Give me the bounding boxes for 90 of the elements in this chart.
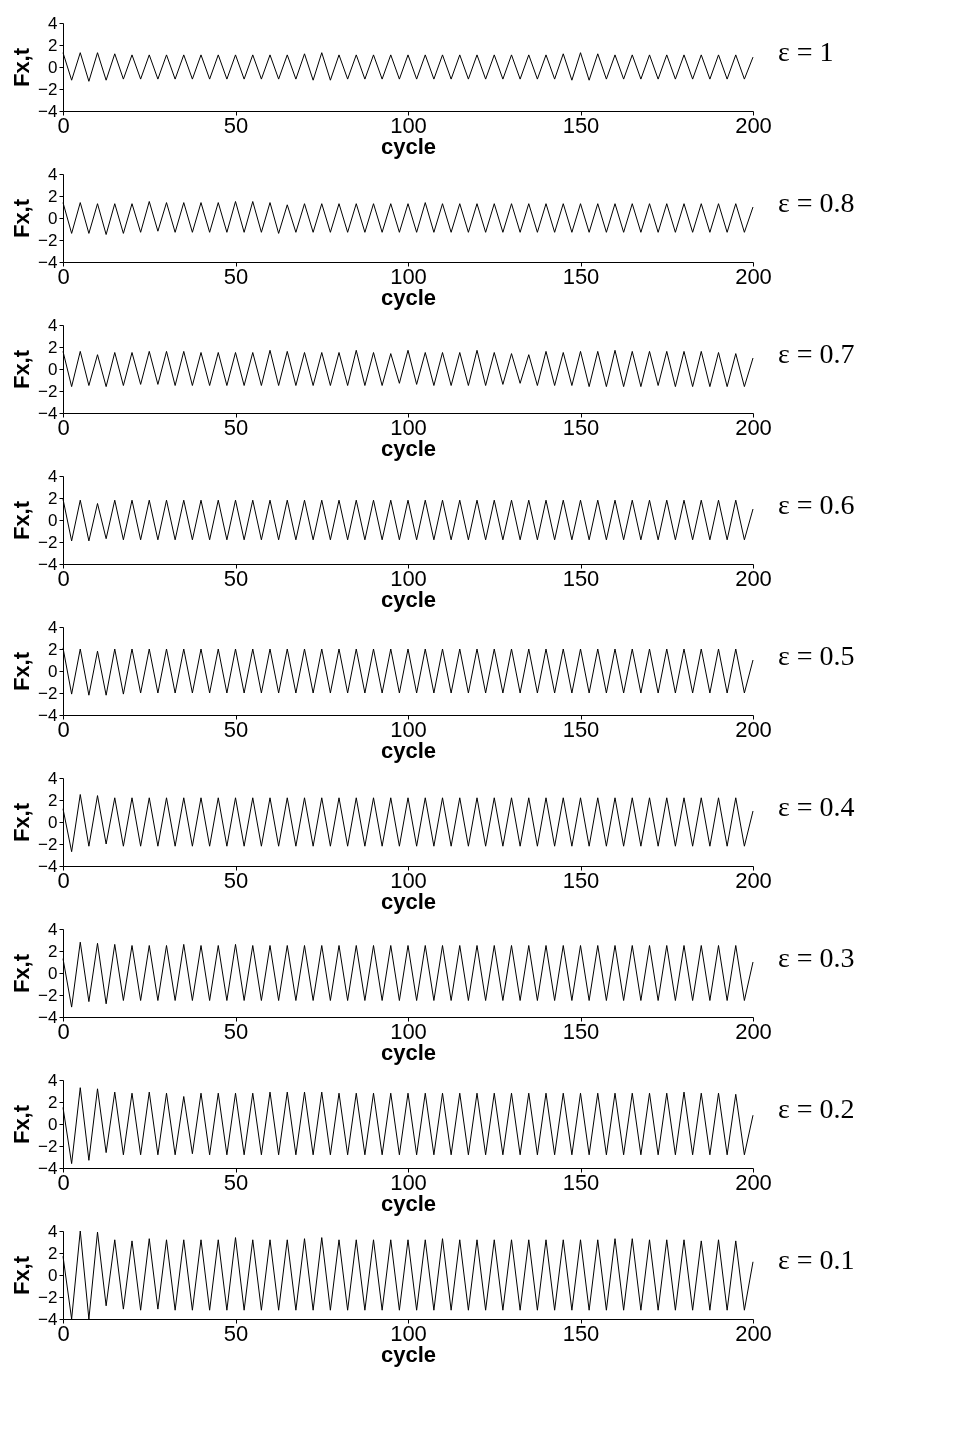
y-tick-label: −4 (38, 101, 58, 121)
x-tick-label: 150 (562, 1018, 600, 1044)
y-tick-label: 4 (48, 1070, 58, 1090)
y-tick-label: 2 (48, 1092, 58, 1112)
y-tick-label: 4 (48, 315, 58, 335)
y-tick-label: 0 (48, 359, 58, 379)
y-axis-title: Fx,t (9, 953, 35, 994)
x-tick-label: 50 (223, 867, 249, 893)
x-tick-label: 50 (223, 1320, 249, 1346)
y-tick-label: 4 (48, 919, 58, 939)
x-tick-label: 150 (562, 565, 600, 591)
y-tick-label: 2 (48, 488, 58, 508)
x-tick-label: 150 (562, 112, 600, 138)
text: ε = 0.4 (778, 791, 855, 822)
y-tick-label: 0 (48, 1114, 58, 1134)
x-tick-label: 150 (562, 867, 600, 893)
x-tick-label: 50 (223, 112, 249, 138)
x-tick-label: 200 (735, 867, 772, 893)
y-tick-label: −2 (38, 1287, 58, 1307)
y-tick-label: 0 (48, 812, 58, 832)
text: ε = 0.6 (778, 489, 855, 520)
y-axis-title: Fx,t (9, 1104, 35, 1145)
x-tick-label: 150 (562, 1320, 600, 1346)
y-tick-label: −4 (38, 403, 58, 423)
y-tick-label: 4 (48, 768, 58, 788)
y-tick-label: 4 (48, 617, 58, 637)
y-tick-label: −2 (38, 985, 58, 1005)
text: ε = 0.8 (778, 187, 855, 218)
y-tick-label: 2 (48, 941, 58, 961)
y-tick-label: −2 (38, 834, 58, 854)
y-tick-label: −2 (38, 79, 58, 99)
x-tick-label: 200 (735, 716, 772, 742)
x-tick-label: 50 (223, 1018, 249, 1044)
x-tick-label: 200 (735, 263, 772, 289)
y-tick-label: 2 (48, 35, 58, 55)
y-axis-title: Fx,t (9, 500, 35, 541)
x-tick-label: 50 (223, 414, 249, 440)
y-tick-label: 0 (48, 510, 58, 530)
y-tick-label: 0 (48, 208, 58, 228)
y-tick-label: −4 (38, 1007, 58, 1027)
y-axis-title: Fx,t (9, 1255, 35, 1296)
y-tick-label: −4 (38, 252, 58, 272)
y-tick-label: −2 (38, 1136, 58, 1156)
y-tick-label: −4 (38, 856, 58, 876)
x-tick-label: 200 (735, 1169, 772, 1195)
y-tick-label: 2 (48, 790, 58, 810)
y-tick-label: 2 (48, 186, 58, 206)
y-tick-label: 4 (48, 164, 58, 184)
y-tick-label: 0 (48, 57, 58, 77)
y-axis-title: Fx,t (9, 802, 35, 843)
y-tick-label: −2 (38, 230, 58, 250)
y-tick-label: 4 (48, 1221, 58, 1241)
y-axis-title: Fx,t (9, 47, 35, 88)
x-tick-label: 50 (223, 1169, 249, 1195)
x-tick-label: 50 (223, 263, 249, 289)
x-tick-label: 200 (735, 112, 772, 138)
y-axis-title: Fx,t (9, 198, 35, 239)
x-tick-label: 150 (562, 414, 600, 440)
text: ε = 1 (778, 36, 834, 67)
x-tick-label: 150 (562, 263, 600, 289)
y-tick-label: 0 (48, 661, 58, 681)
text: ε = 0.1 (778, 1244, 855, 1275)
y-tick-label: 4 (48, 466, 58, 486)
y-tick-label: 0 (48, 963, 58, 983)
x-tick-label: 150 (562, 1169, 600, 1195)
text: ε = 0.7 (778, 338, 855, 369)
y-tick-label: −2 (38, 381, 58, 401)
x-tick-label: 50 (223, 565, 249, 591)
y-tick-label: 2 (48, 337, 58, 357)
y-tick-label: 2 (48, 1243, 58, 1263)
y-tick-label: −4 (38, 705, 58, 725)
y-tick-label: −4 (38, 1309, 58, 1329)
text: ε = 0.5 (778, 640, 855, 671)
x-tick-label: 200 (735, 414, 772, 440)
x-tick-label: 150 (562, 716, 600, 742)
x-tick-label: 200 (735, 1320, 772, 1346)
y-tick-label: −2 (38, 532, 58, 552)
y-axis-title: Fx,t (9, 651, 35, 692)
text: ε = 0.3 (778, 942, 855, 973)
y-tick-label: −2 (38, 683, 58, 703)
y-tick-label: −4 (38, 1158, 58, 1178)
y-axis-title: Fx,t (9, 349, 35, 390)
y-tick-label: −4 (38, 554, 58, 574)
text: ε = 0.2 (778, 1093, 855, 1124)
x-tick-label: 50 (223, 716, 249, 742)
x-tick-label: 200 (735, 565, 772, 591)
y-tick-label: 4 (48, 13, 58, 33)
y-tick-label: 2 (48, 639, 58, 659)
x-tick-label: 200 (735, 1018, 772, 1044)
y-tick-label: 0 (48, 1265, 58, 1285)
